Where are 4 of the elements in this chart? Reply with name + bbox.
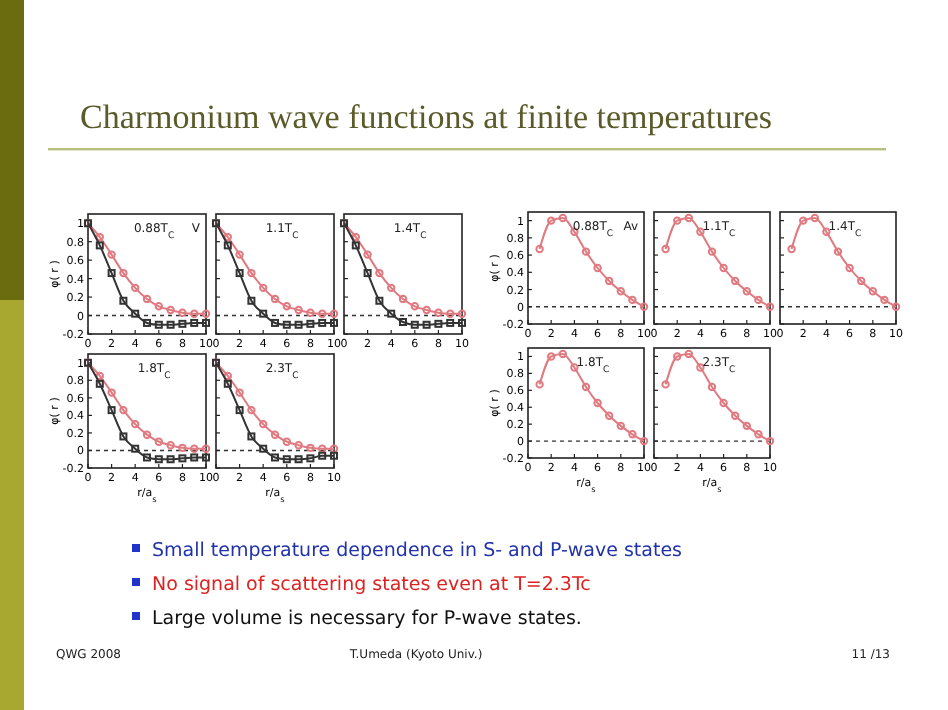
text: Charmonium wave functions at finite temperatures <box>80 98 773 136</box>
text: No signal of scattering states even at T=2.3Tc <box>152 574 591 596</box>
text: Large volume is necessary for P-wave states. <box>152 608 582 630</box>
text: Small temperature dependence in S- and P-wave states <box>152 540 683 562</box>
